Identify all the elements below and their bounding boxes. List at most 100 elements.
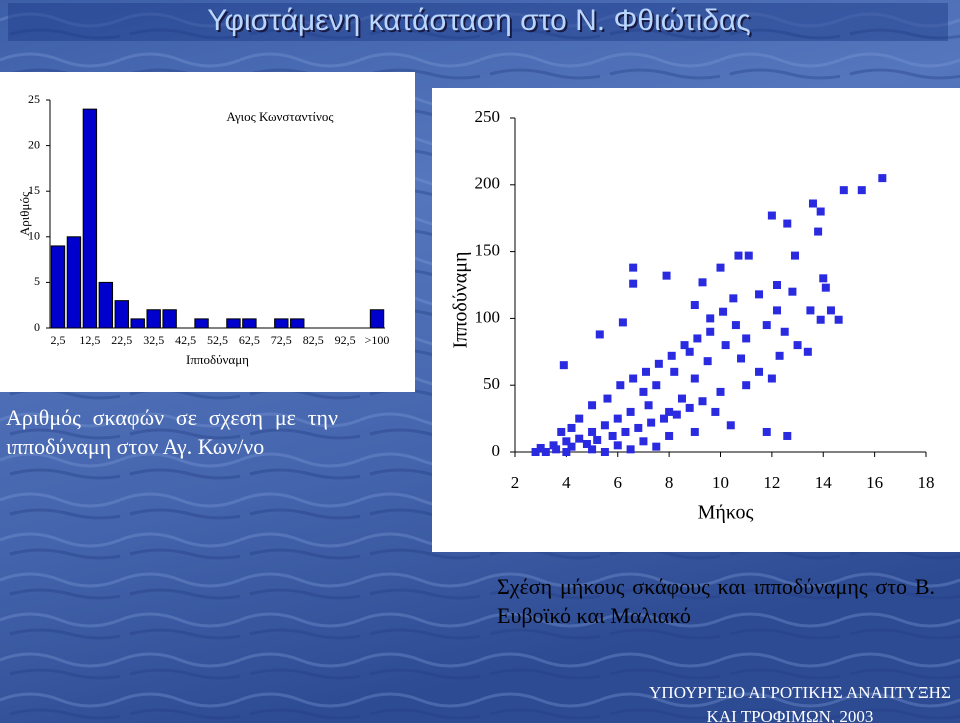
point	[613, 441, 622, 450]
point	[536, 443, 545, 452]
point	[644, 401, 653, 410]
point	[629, 279, 638, 288]
point	[690, 301, 699, 310]
point	[775, 351, 784, 360]
point	[808, 199, 817, 208]
point	[767, 374, 776, 383]
point	[878, 174, 887, 183]
bar	[82, 108, 98, 329]
x-tick-label: 8	[665, 473, 674, 492]
point	[626, 445, 635, 454]
y-tick-label: 15	[28, 183, 40, 197]
point	[621, 427, 630, 436]
y-tick-label: 20	[28, 137, 40, 151]
point	[819, 274, 828, 283]
point	[731, 321, 740, 330]
y-tick-label: 150	[475, 241, 501, 260]
point	[588, 401, 597, 410]
y-tick-label: 50	[483, 374, 500, 393]
point	[685, 403, 694, 412]
footer: ΥΠΟΥΡΓΕΙΟ ΑΓΡΟΤΙΚΗΣ ΑΝΑΠΤΥΞΗΣ	[649, 683, 951, 702]
point	[588, 427, 597, 436]
bar	[274, 318, 289, 329]
x-tick-label: 16	[866, 473, 883, 492]
y-tick-label: 0	[492, 441, 501, 460]
point	[559, 361, 568, 370]
bar	[290, 318, 305, 329]
scatter-panel	[432, 88, 960, 552]
bar	[194, 318, 209, 329]
bar	[66, 236, 82, 329]
point	[652, 442, 661, 451]
point	[575, 434, 584, 443]
bar	[50, 245, 66, 329]
point	[816, 207, 825, 216]
point	[626, 407, 635, 416]
point	[726, 421, 735, 430]
point	[595, 330, 604, 339]
point	[667, 351, 676, 360]
point	[790, 251, 799, 260]
x-tick-label: 32,5	[143, 333, 164, 347]
point	[698, 397, 707, 406]
point	[541, 448, 550, 456]
point	[608, 431, 617, 440]
y-axis-label: Ιπποδύναμη	[450, 252, 472, 349]
point	[806, 306, 815, 315]
point	[826, 306, 835, 315]
y-tick-label: 5	[34, 274, 40, 288]
point	[659, 414, 668, 423]
y-tick-label: 100	[475, 307, 501, 326]
point	[654, 359, 663, 368]
point	[557, 427, 566, 436]
bar	[242, 318, 257, 329]
x-tick-label: 12	[763, 473, 780, 492]
point	[821, 283, 830, 292]
point	[706, 314, 715, 323]
point	[690, 374, 699, 383]
x-tick-label: 82,5	[303, 333, 324, 347]
x-axis-label: Μήκος	[698, 502, 754, 524]
point	[665, 431, 674, 440]
point	[531, 448, 540, 456]
point	[600, 421, 609, 430]
point	[642, 367, 651, 376]
point	[629, 374, 638, 383]
y-tick-label: 25	[28, 92, 40, 106]
bar	[369, 309, 385, 329]
point	[716, 387, 725, 396]
footer: ΚΑΙ ΤΡΟΦΙΜΩΝ, 2003	[707, 707, 874, 723]
point	[706, 327, 715, 336]
point	[734, 251, 743, 260]
point	[549, 441, 558, 450]
point	[562, 437, 571, 446]
y-tick-label: 0	[34, 320, 40, 334]
x-tick-label: 12,5	[79, 333, 100, 347]
point	[767, 211, 776, 220]
x-tick-label: 92,5	[335, 333, 356, 347]
point	[593, 435, 602, 444]
point	[639, 437, 648, 446]
point	[567, 442, 576, 451]
x-tick-label: 10	[712, 473, 729, 492]
point	[662, 271, 671, 280]
point	[562, 448, 571, 456]
bar	[114, 300, 129, 329]
chart-title: Αγιος Κωνσταντίνος	[226, 109, 334, 124]
point	[780, 327, 789, 336]
bar	[226, 318, 241, 329]
point	[803, 347, 812, 356]
point	[788, 287, 797, 296]
point	[600, 448, 609, 456]
bar	[162, 309, 177, 329]
point	[755, 367, 764, 376]
point	[737, 354, 746, 363]
x-tick-label: 6	[614, 473, 623, 492]
point	[603, 394, 612, 403]
x-tick-label: 18	[918, 473, 935, 492]
point	[857, 186, 866, 195]
point	[698, 278, 707, 287]
y-axis-label: Αριθμός	[17, 191, 32, 236]
point	[552, 445, 561, 454]
